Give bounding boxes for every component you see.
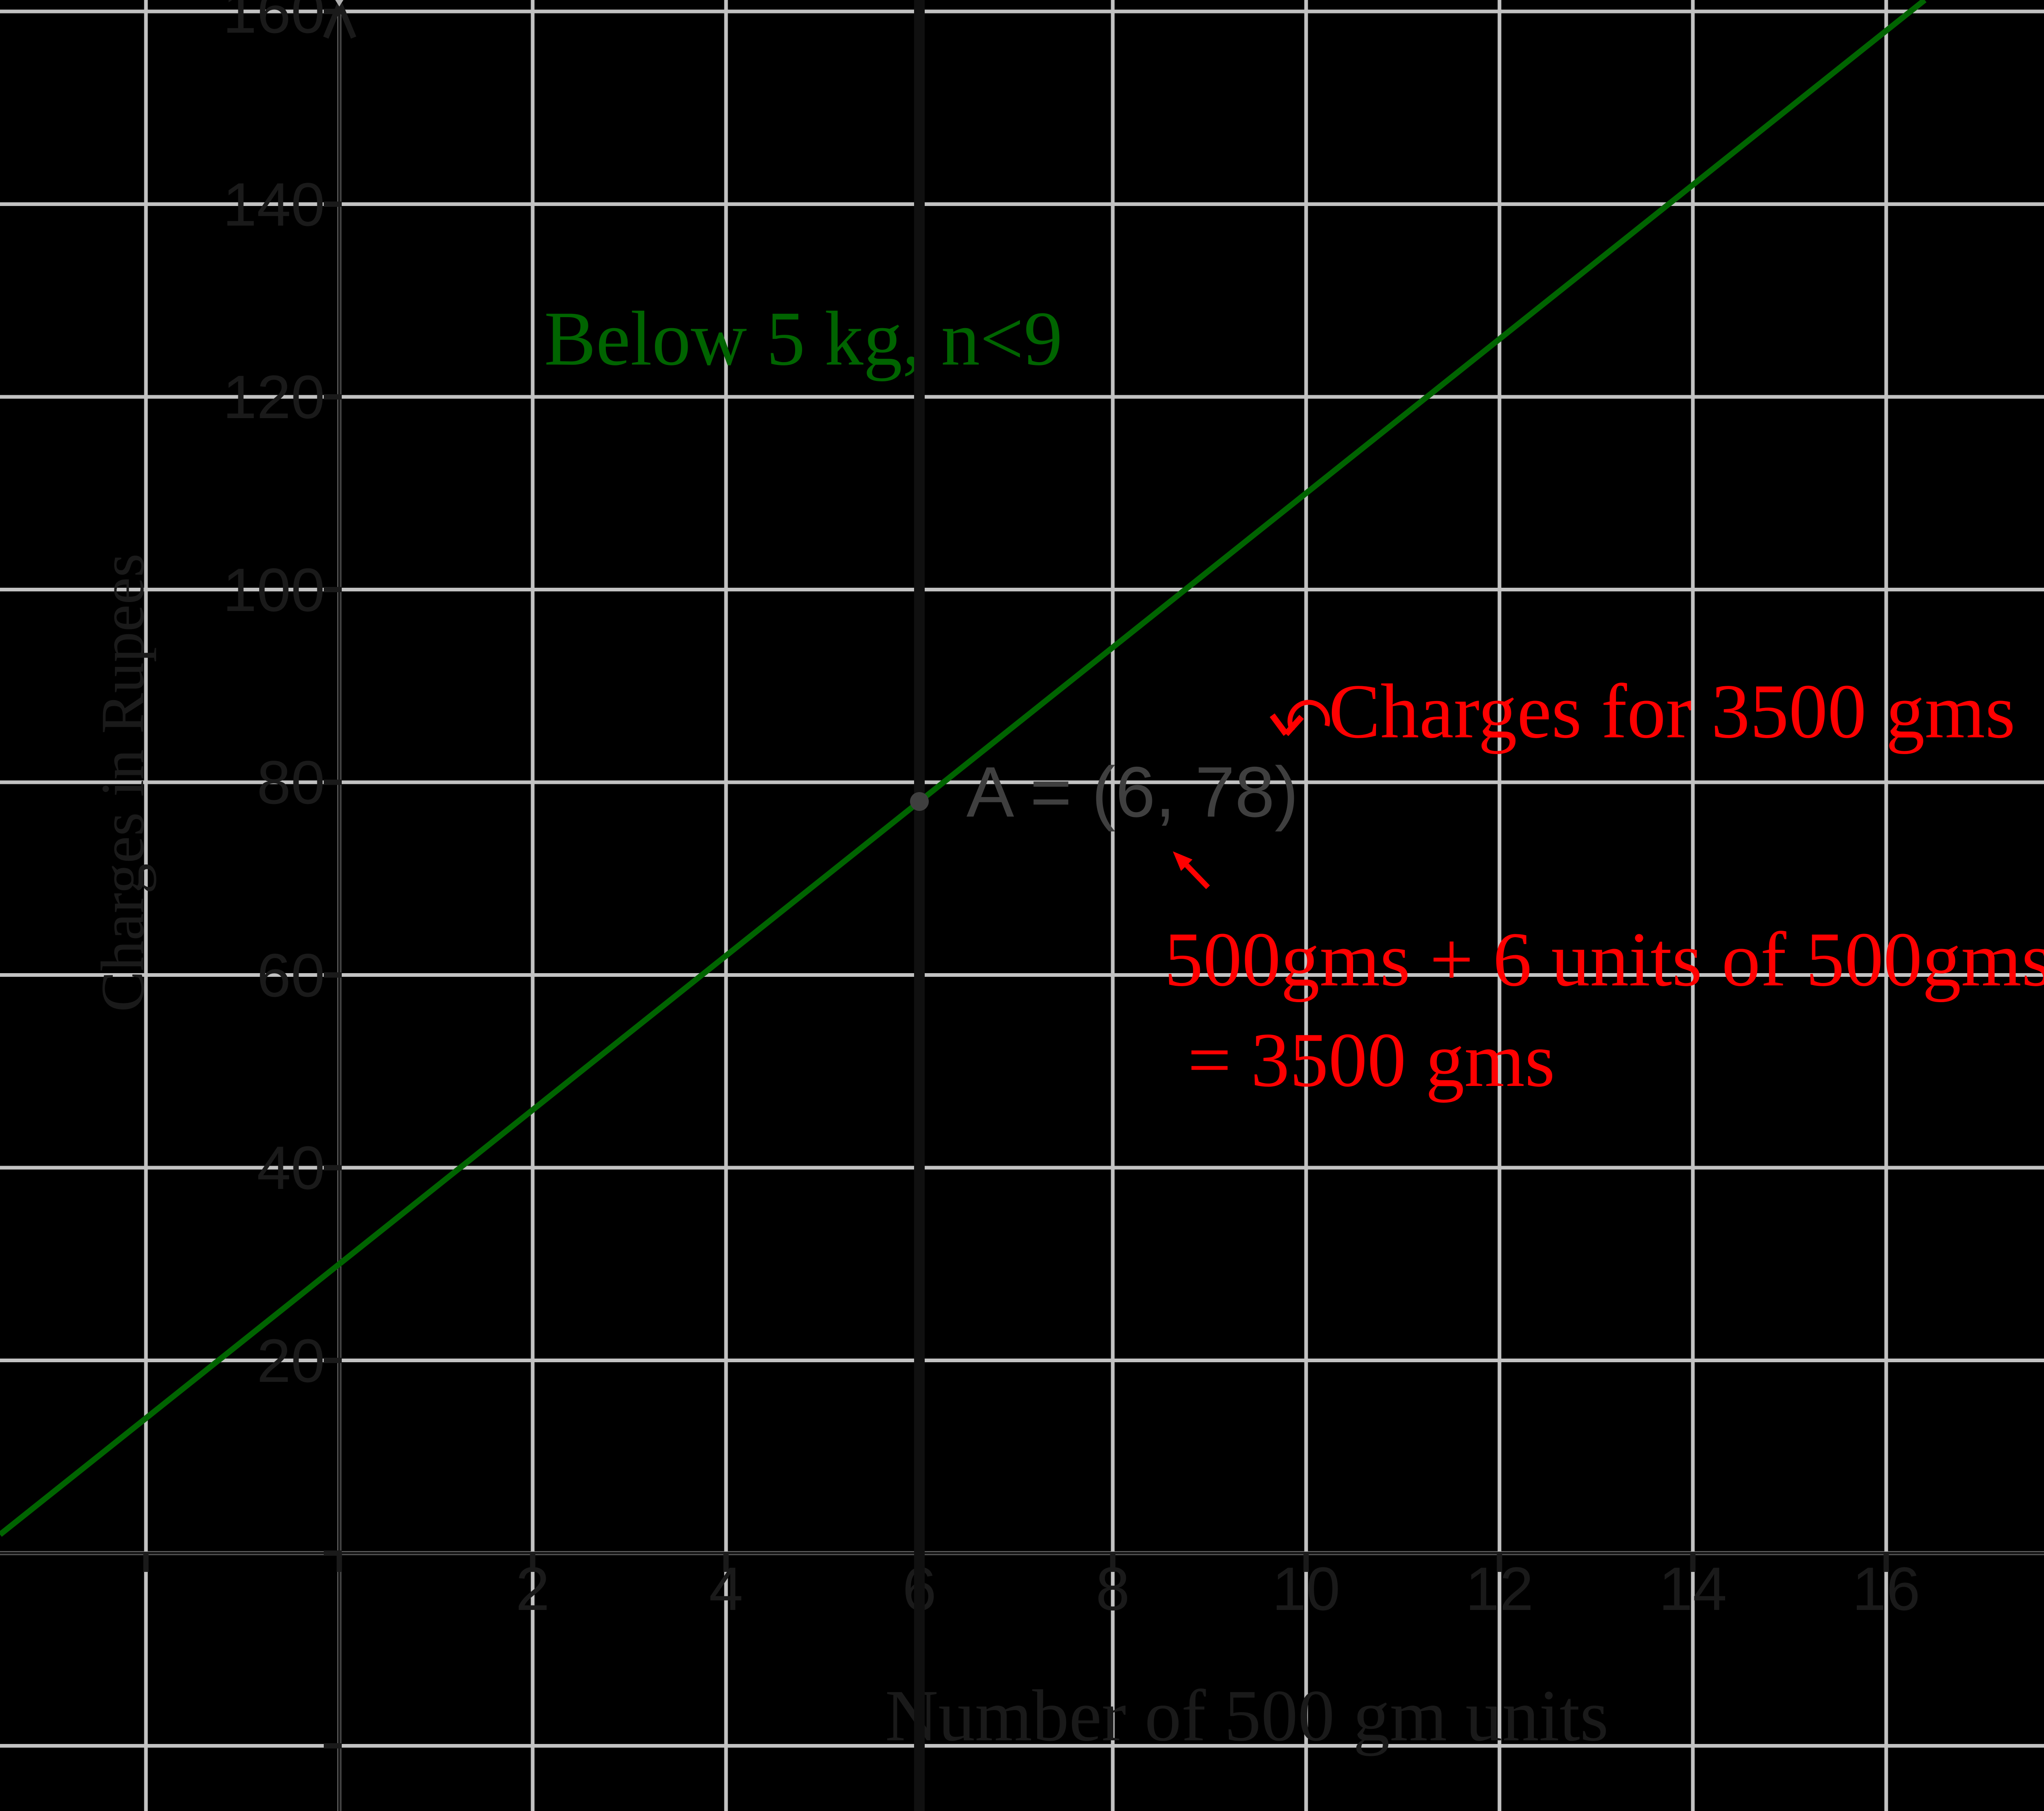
y-axis-arrow-tip <box>335 0 343 7</box>
y-axis-arrowhead <box>337 3 356 39</box>
red-curved-arrow-head <box>1269 713 1289 736</box>
red-arrow-to-point-head <box>1173 851 1192 871</box>
y-tick-label: 80 <box>257 748 325 817</box>
y-tick-label: 140 <box>222 170 325 239</box>
x-tick-label: 16 <box>1852 1554 1921 1623</box>
red-annotation-units-line1: 500gms + 6 units of 500gms <box>1164 917 2044 1003</box>
y-tick-label: 40 <box>257 1133 325 1202</box>
y-axis-title: Charges in Rupees <box>89 553 157 1012</box>
y-tick-label: 100 <box>222 555 325 624</box>
y-axis-arrowhead <box>323 3 343 39</box>
x-tick-label: 4 <box>709 1554 743 1623</box>
green-annotation-below-5kg: Below 5 kg, n<9 <box>544 296 1063 382</box>
point-a-dot[interactable] <box>910 792 929 811</box>
red-annotation-units-line2: = 3500 gms <box>1188 1017 1555 1103</box>
x-equals-6-marker-line <box>914 0 925 1811</box>
point-a-label: A = (6, 78) <box>966 752 1299 832</box>
x-tick-label: 10 <box>1272 1554 1340 1623</box>
y-tick-label: 160 <box>222 0 325 46</box>
y-tick-label: 120 <box>222 363 325 431</box>
red-curved-arrow <box>1287 700 1330 732</box>
charges-line <box>0 0 1927 1537</box>
y-tick-label: 20 <box>257 1326 325 1395</box>
y-tick-label: 60 <box>257 940 325 1010</box>
red-curved-arrow-head <box>1284 714 1304 736</box>
x-axis-title: Number of 500 gm units <box>885 1675 1609 1756</box>
x-tick-label: 2 <box>515 1554 550 1623</box>
x-tick-label: 18 <box>2018 1558 2044 1619</box>
red-arrow-to-point <box>1185 863 1210 889</box>
x-tick-label: 12 <box>1465 1554 1534 1623</box>
red-annotation-charges-3500: Charges for 3500 gms <box>1329 669 2015 754</box>
x-tick-label: 14 <box>1659 1554 1727 1623</box>
x-tick-label: 8 <box>1096 1554 1130 1623</box>
